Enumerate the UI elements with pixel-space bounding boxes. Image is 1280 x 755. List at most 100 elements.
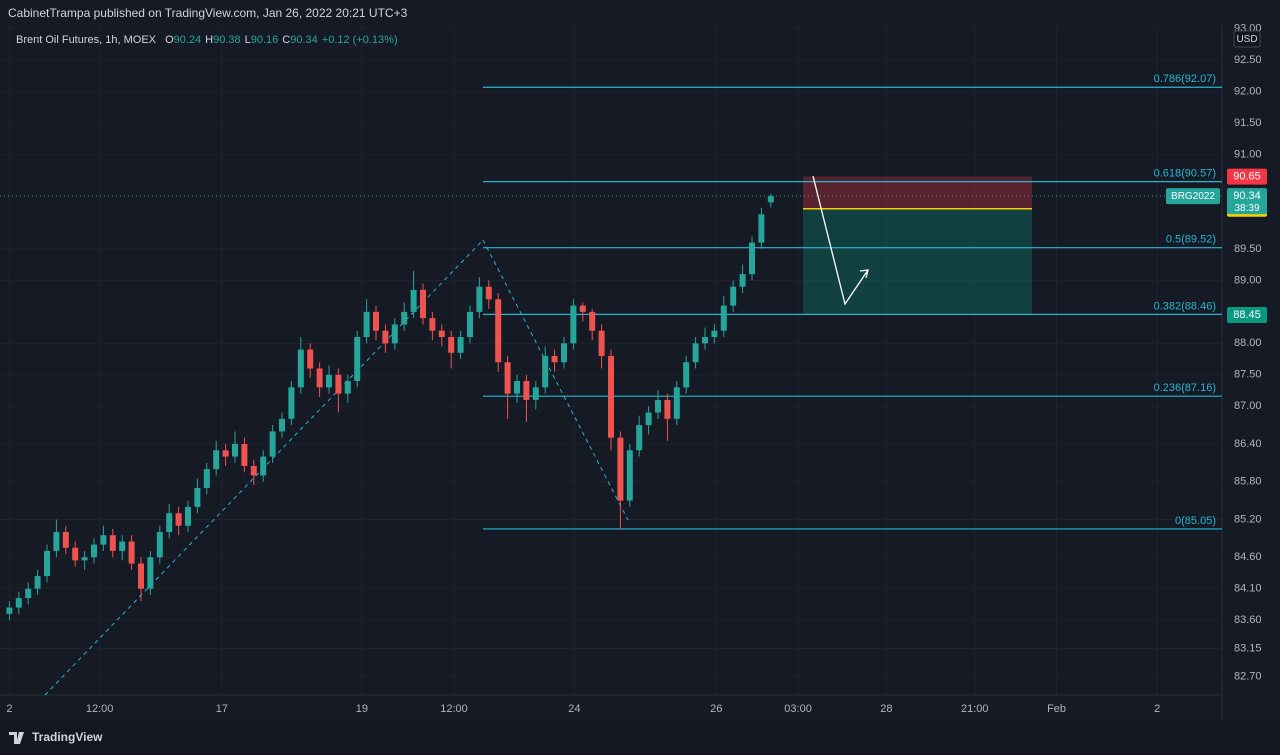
candle-body	[185, 506, 191, 526]
x-tick-label: 24	[568, 703, 580, 715]
x-tick-label: 28	[880, 703, 892, 715]
candle-body	[81, 557, 88, 561]
candle-body	[15, 598, 22, 608]
arrow-head	[859, 269, 869, 279]
candle-body	[119, 541, 126, 551]
x-tick-label: 2	[6, 703, 12, 715]
candle-body	[363, 311, 370, 338]
candle-body	[579, 305, 586, 312]
y-tick-label: 91.00	[1234, 149, 1262, 161]
candle-body	[673, 387, 680, 419]
legend-value: 90.16	[251, 34, 279, 46]
candle-body	[269, 431, 276, 457]
candle-body	[91, 544, 97, 558]
candle-body	[335, 374, 342, 394]
candle-body	[373, 311, 379, 331]
legend-key: C	[282, 34, 290, 46]
candle-body	[62, 532, 69, 548]
candle-body	[767, 196, 774, 203]
candle-body	[147, 557, 154, 589]
candle-body	[467, 311, 473, 338]
candle-body	[279, 418, 285, 432]
axes: 93.0092.5092.0091.5091.0089.5089.0088.00…	[6, 23, 1267, 715]
symbol-tag	[1166, 188, 1220, 205]
candle-body	[391, 324, 398, 344]
candle-body	[241, 443, 248, 467]
candle-body	[307, 349, 314, 369]
brand: TradingView	[32, 730, 103, 744]
candle-body	[420, 289, 426, 319]
y-tick-label: 84.10	[1234, 583, 1262, 595]
candle-body	[316, 368, 323, 388]
x-tick-label: 26	[710, 703, 722, 715]
candle-body	[232, 443, 238, 457]
x-tick-label: 17	[216, 703, 228, 715]
symbol: Brent Oil Futures, 1h, MOEX	[16, 34, 157, 46]
candle-body	[410, 289, 417, 312]
candle-body	[720, 305, 727, 331]
candle-body	[203, 469, 210, 489]
candle-body	[636, 425, 643, 451]
y-tick-label: 84.60	[1234, 551, 1262, 563]
x-tick-label: 2	[1154, 703, 1160, 715]
candle-body	[664, 399, 671, 419]
candle-body	[523, 381, 530, 400]
legend-value: 90.38	[213, 34, 241, 46]
candle-body	[551, 355, 558, 363]
candle-body	[297, 349, 304, 388]
candle-body	[476, 286, 483, 312]
candle-body	[222, 450, 229, 457]
candle-body	[288, 387, 295, 419]
x-tick-label: 12:00	[86, 703, 114, 715]
candle-body	[401, 311, 408, 325]
candle-body	[6, 607, 13, 614]
target-zone	[803, 208, 1032, 316]
brand-logo	[9, 732, 24, 744]
x-tick-label: 19	[356, 703, 368, 715]
candles	[6, 193, 774, 621]
legend-value: 90.24	[174, 34, 202, 46]
countdown: 38:39	[1234, 203, 1259, 214]
candle-body	[53, 532, 60, 551]
candle-body	[542, 355, 549, 388]
publisher-line: CabinetTrampa published on TradingView.c…	[8, 6, 408, 20]
candle-body	[730, 286, 737, 306]
y-tick-label: 88.00	[1234, 337, 1262, 349]
candle-body	[589, 311, 596, 331]
y-tick-label: 85.80	[1234, 476, 1262, 488]
candle-body	[655, 399, 661, 413]
candle-body	[34, 576, 41, 589]
candle-body	[100, 535, 107, 545]
candle-body	[702, 337, 708, 344]
candle-body	[617, 437, 624, 501]
candle-body	[344, 381, 351, 394]
candle-body	[429, 318, 436, 331]
y-tick-label: 91.50	[1234, 117, 1262, 129]
overlay: 0.786(92.07) 0.618(90.57) 0.5(89.52) 0.382(…	[0, 73, 1222, 530]
candle-body	[213, 450, 220, 470]
y-tick-label: 83.15	[1234, 642, 1262, 654]
y-tick-label: 83.60	[1234, 614, 1262, 626]
candle-body	[561, 343, 567, 363]
symbol-tag-label: BRG2022	[1171, 191, 1215, 202]
candle-body	[570, 305, 577, 344]
candle-body	[758, 214, 765, 243]
projection-arrow	[812, 175, 869, 306]
currency: USD	[1236, 34, 1257, 45]
candle-body	[250, 466, 257, 476]
candle-body	[739, 274, 746, 287]
fib-label: 0.618(90.57)	[1154, 168, 1216, 180]
x-tick-label: 12:00	[440, 703, 468, 715]
candle-body	[448, 337, 455, 353]
candle-body	[25, 588, 32, 599]
candle-body	[457, 337, 464, 353]
fib-label: 0(85.05)	[1175, 515, 1216, 527]
x-tick-label: 21:00	[961, 703, 989, 715]
legend-value: 90.34	[290, 34, 318, 46]
stop-badge	[1227, 168, 1267, 185]
target-badge	[1227, 307, 1267, 324]
candle-body	[128, 541, 135, 564]
legend-change: +0.12 (+0.13%)	[322, 34, 398, 46]
